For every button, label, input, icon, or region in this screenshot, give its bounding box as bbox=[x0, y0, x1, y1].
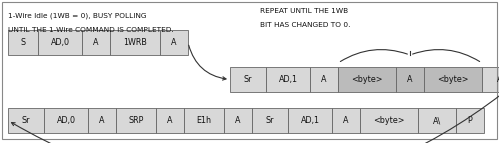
Bar bbox=[252, 108, 288, 133]
Text: Sr: Sr bbox=[22, 116, 30, 125]
Bar bbox=[396, 67, 424, 92]
Text: A: A bbox=[343, 116, 349, 125]
Bar bbox=[456, 108, 484, 133]
Text: A: A bbox=[99, 116, 105, 125]
Bar bbox=[424, 67, 482, 92]
Bar bbox=[110, 30, 160, 55]
Text: AD,1: AD,1 bbox=[278, 75, 297, 84]
Text: A: A bbox=[235, 116, 241, 125]
Bar bbox=[184, 108, 224, 133]
Bar bbox=[156, 108, 184, 133]
Bar bbox=[8, 108, 44, 133]
Text: S: S bbox=[20, 38, 25, 47]
Bar bbox=[38, 30, 82, 55]
Text: AD,1: AD,1 bbox=[300, 116, 319, 125]
Text: E1h: E1h bbox=[197, 116, 212, 125]
Text: UNTIL THE 1-Wire COMMAND IS COMPLETED.: UNTIL THE 1-Wire COMMAND IS COMPLETED. bbox=[8, 27, 174, 33]
Bar bbox=[88, 108, 116, 133]
Bar bbox=[310, 67, 338, 92]
Text: A\: A\ bbox=[497, 75, 499, 84]
Bar bbox=[338, 67, 396, 92]
Text: A: A bbox=[407, 75, 413, 84]
Bar bbox=[230, 67, 266, 92]
Text: <byte>: <byte> bbox=[351, 75, 383, 84]
Text: A\: A\ bbox=[433, 116, 441, 125]
Text: AD,0: AD,0 bbox=[56, 116, 75, 125]
Text: AD,0: AD,0 bbox=[50, 38, 69, 47]
Bar bbox=[266, 67, 310, 92]
Text: Sr: Sr bbox=[266, 116, 274, 125]
Text: BIT HAS CHANGED TO 0.: BIT HAS CHANGED TO 0. bbox=[260, 22, 350, 28]
Bar bbox=[8, 30, 38, 55]
Bar bbox=[82, 30, 110, 55]
Text: A: A bbox=[321, 75, 327, 84]
Bar bbox=[418, 108, 456, 133]
Bar bbox=[332, 108, 360, 133]
Text: P: P bbox=[468, 116, 473, 125]
Text: A: A bbox=[171, 38, 177, 47]
Text: 1-Wire Idle (1WB = 0), BUSY POLLING: 1-Wire Idle (1WB = 0), BUSY POLLING bbox=[8, 13, 147, 19]
Text: SRP: SRP bbox=[128, 116, 144, 125]
Bar bbox=[360, 108, 418, 133]
Text: <byte>: <byte> bbox=[437, 75, 469, 84]
Bar bbox=[116, 108, 156, 133]
Text: 1WRB: 1WRB bbox=[123, 38, 147, 47]
Text: REPEAT UNTIL THE 1WB: REPEAT UNTIL THE 1WB bbox=[260, 8, 348, 14]
Text: A: A bbox=[93, 38, 99, 47]
Text: Sr: Sr bbox=[244, 75, 252, 84]
Text: A: A bbox=[167, 116, 173, 125]
Text: <byte>: <byte> bbox=[373, 116, 405, 125]
Bar bbox=[44, 108, 88, 133]
Bar bbox=[160, 30, 188, 55]
Bar bbox=[224, 108, 252, 133]
Bar bbox=[288, 108, 332, 133]
Bar bbox=[482, 67, 499, 92]
